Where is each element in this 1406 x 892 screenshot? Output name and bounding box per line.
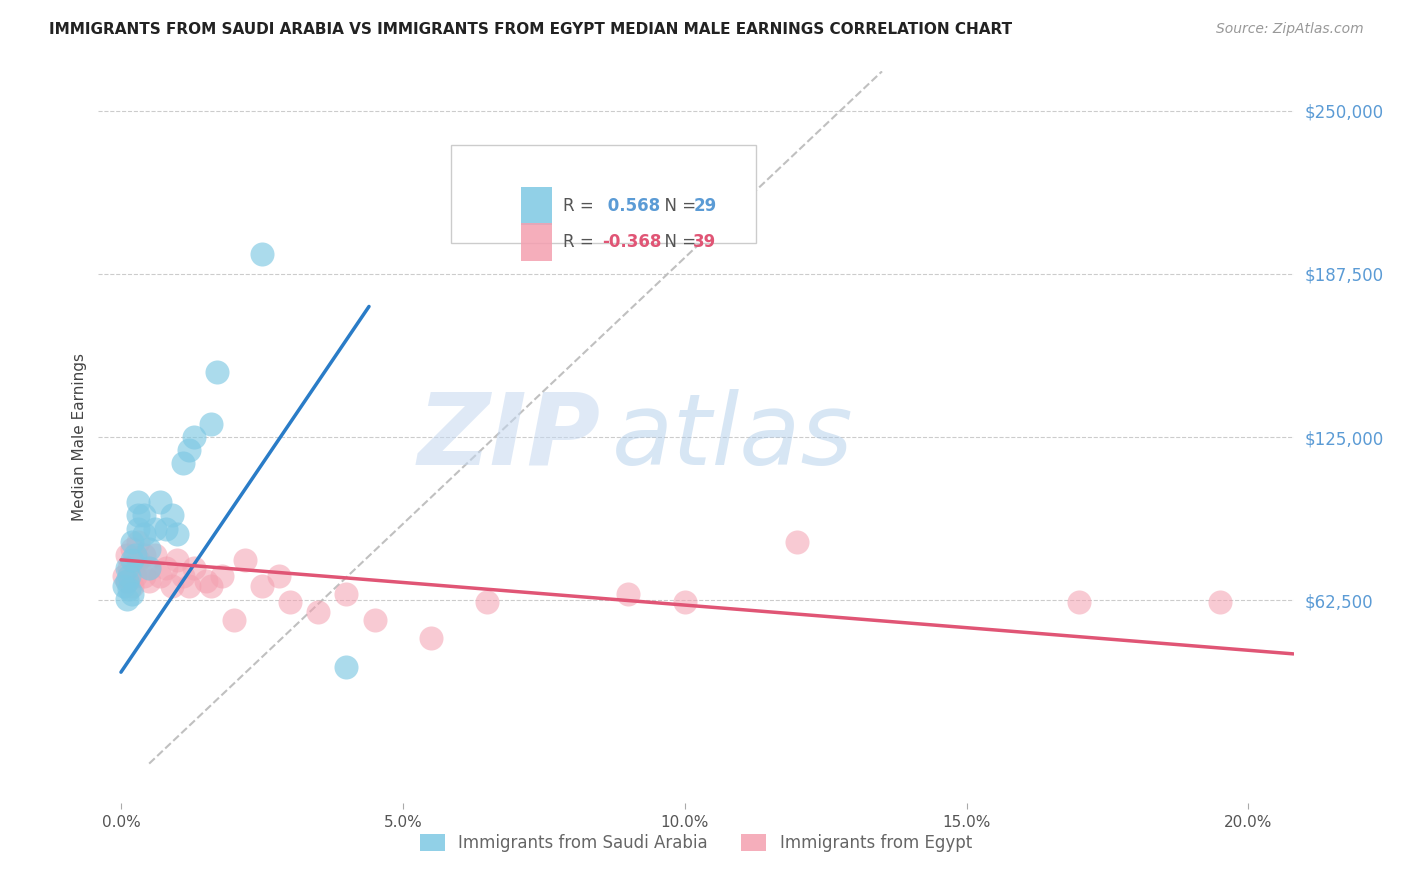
Point bbox=[250, 247, 273, 261]
Point bbox=[172, 456, 194, 470]
Point bbox=[132, 568, 155, 582]
Point bbox=[335, 587, 357, 601]
Point bbox=[172, 568, 194, 582]
Point bbox=[160, 508, 183, 523]
Point bbox=[233, 553, 256, 567]
Text: -0.368: -0.368 bbox=[602, 233, 661, 251]
Point bbox=[177, 579, 200, 593]
Text: N =: N = bbox=[654, 197, 702, 215]
Point bbox=[112, 579, 135, 593]
Point bbox=[118, 560, 141, 574]
Point bbox=[143, 521, 166, 535]
Point bbox=[149, 568, 172, 582]
Point bbox=[127, 553, 149, 567]
Point bbox=[200, 417, 222, 431]
Point bbox=[127, 508, 149, 523]
Point bbox=[115, 560, 138, 574]
Text: ZIP: ZIP bbox=[418, 389, 600, 485]
Point bbox=[194, 574, 217, 588]
Point bbox=[160, 579, 183, 593]
Point bbox=[115, 592, 138, 607]
Point bbox=[115, 548, 138, 562]
Point bbox=[267, 568, 290, 582]
Point bbox=[307, 605, 329, 619]
Point bbox=[211, 568, 233, 582]
Point bbox=[112, 568, 135, 582]
Text: 39: 39 bbox=[693, 233, 717, 251]
Point bbox=[121, 579, 143, 593]
Point bbox=[617, 587, 640, 601]
FancyBboxPatch shape bbox=[451, 145, 756, 244]
Text: N =: N = bbox=[654, 233, 702, 251]
Point bbox=[118, 568, 141, 582]
Point bbox=[183, 560, 205, 574]
Point bbox=[278, 594, 301, 608]
Legend: Immigrants from Saudi Arabia, Immigrants from Egypt: Immigrants from Saudi Arabia, Immigrants… bbox=[412, 825, 980, 860]
Point bbox=[155, 521, 177, 535]
Point bbox=[1209, 594, 1232, 608]
Point bbox=[250, 579, 273, 593]
Point bbox=[335, 660, 357, 674]
Point bbox=[132, 526, 155, 541]
Point bbox=[786, 534, 808, 549]
Text: IMMIGRANTS FROM SAUDI ARABIA VS IMMIGRANTS FROM EGYPT MEDIAN MALE EARNINGS CORRE: IMMIGRANTS FROM SAUDI ARABIA VS IMMIGRAN… bbox=[49, 22, 1012, 37]
Point bbox=[121, 553, 143, 567]
Text: atlas: atlas bbox=[613, 389, 853, 485]
Point bbox=[127, 534, 149, 549]
Point bbox=[127, 521, 149, 535]
Point bbox=[132, 548, 155, 562]
Point bbox=[124, 568, 146, 582]
Point bbox=[149, 495, 172, 509]
Point bbox=[121, 534, 143, 549]
Point bbox=[132, 508, 155, 523]
Point bbox=[138, 560, 160, 574]
Point bbox=[166, 553, 188, 567]
Point bbox=[138, 560, 160, 574]
Point bbox=[121, 587, 143, 601]
Point bbox=[127, 495, 149, 509]
Point bbox=[138, 542, 160, 557]
Point bbox=[121, 542, 143, 557]
Point bbox=[118, 582, 141, 596]
Text: R =: R = bbox=[562, 233, 599, 251]
Point bbox=[166, 526, 188, 541]
Text: 0.568: 0.568 bbox=[602, 197, 659, 215]
Point bbox=[673, 594, 696, 608]
Y-axis label: Median Male Earnings: Median Male Earnings bbox=[72, 353, 87, 521]
Point bbox=[205, 365, 228, 379]
Point bbox=[183, 430, 205, 444]
Point bbox=[200, 579, 222, 593]
Point bbox=[143, 548, 166, 562]
Point bbox=[477, 594, 499, 608]
Point bbox=[1069, 594, 1091, 608]
Point bbox=[420, 632, 443, 646]
Point bbox=[124, 548, 146, 562]
Point bbox=[222, 613, 245, 627]
Point bbox=[115, 574, 138, 588]
Point bbox=[138, 574, 160, 588]
Point bbox=[115, 574, 138, 588]
Text: Source: ZipAtlas.com: Source: ZipAtlas.com bbox=[1216, 22, 1364, 37]
Point bbox=[363, 613, 385, 627]
Text: R =: R = bbox=[562, 197, 599, 215]
Point bbox=[177, 443, 200, 458]
Text: 29: 29 bbox=[693, 197, 717, 215]
Point bbox=[155, 560, 177, 574]
